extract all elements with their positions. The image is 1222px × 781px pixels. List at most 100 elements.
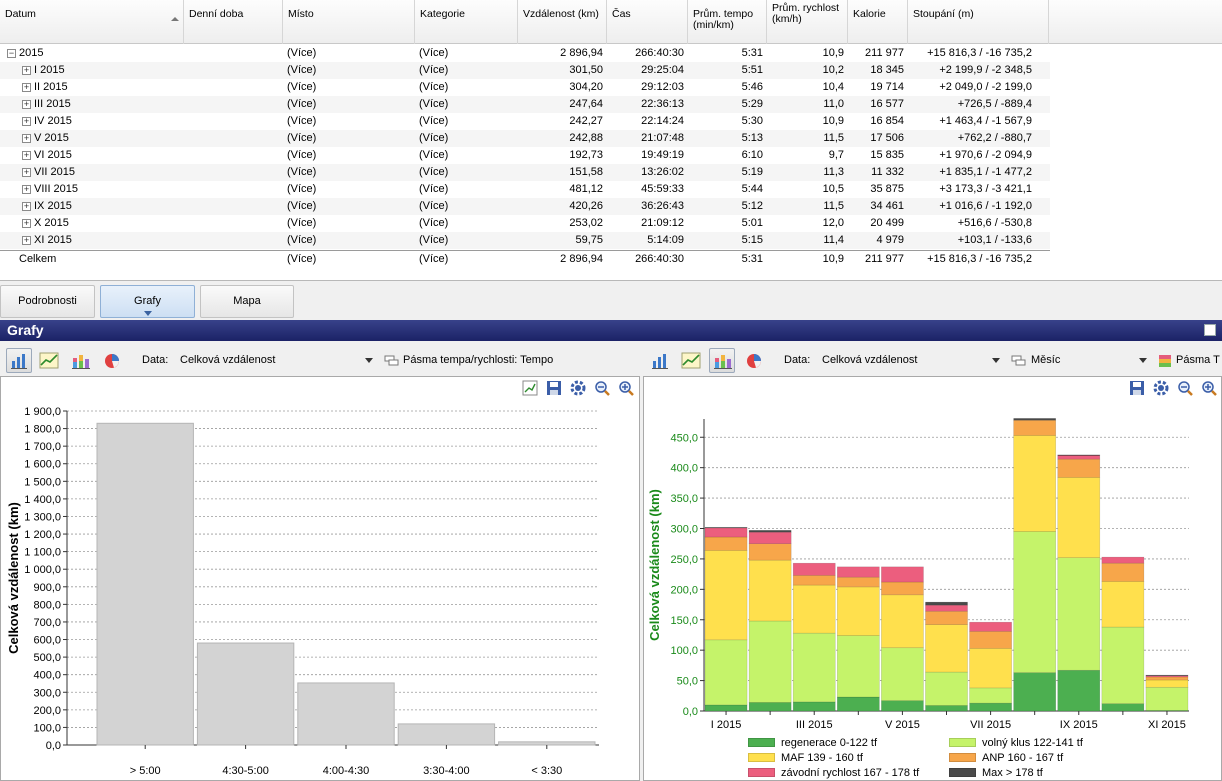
col-header-misto[interactable]: Místo [283,0,415,44]
zones-select[interactable]: Pásma tempa/rychlosti: Tempo [403,354,554,366]
data-label: Data: [142,354,169,366]
period-select[interactable]: Měsíc [1031,354,1061,366]
x-tick-label: VII 2015 [970,719,1011,731]
line-chart-button[interactable] [36,348,62,373]
stacked-bar-segment [1057,557,1101,671]
cell-kalorie: 35 875 [870,183,904,195]
y-tick-label: 150,0 [670,615,698,627]
save-icon[interactable] [545,379,563,397]
save-icon[interactable] [1128,379,1146,397]
cell-cas: 22:36:13 [641,98,684,110]
cell-kalorie: 11 332 [871,166,904,178]
col-header-stoupani[interactable]: Stoupání (m) [908,0,1049,44]
table-row[interactable]: + VIII 2015 (Více) (Více) 481,12 45:59:33 5:44… [0,181,1050,198]
tab-map[interactable]: Mapa [200,285,294,318]
table-row[interactable]: + V 2015 (Více) (Více) 242,88 21:07:48 5:13 11,… [0,130,1050,147]
pie-chart-button[interactable] [741,348,767,373]
expand-icon[interactable]: + [22,167,31,177]
table-row[interactable]: + XI 2015 (Více) (Více) 59,75 5:14:09 5:15 11,4… [0,232,1050,249]
x-tick-label: 4:30-5:00 [222,765,268,777]
stacked-bar-segment [836,566,880,578]
expand-icon[interactable]: + [22,235,31,245]
y-tick-label: 0,0 [46,740,61,752]
zoom-out-icon[interactable] [593,379,611,397]
col-header-denni-doba[interactable]: Denní doba [184,0,283,44]
expand-icon[interactable]: + [22,99,31,109]
zoom-out-icon[interactable] [1176,379,1194,397]
cell-kategorie: (Více) [419,217,449,229]
zones-icon [1159,355,1171,367]
table-row[interactable]: + II 2015 (Více) (Více) 304,20 29:12:03 5:46 10… [0,79,1050,96]
col-header-rychlost[interactable]: Prům. rychlost (km/h) [767,0,848,44]
cell-kalorie: 16 577 [870,98,904,110]
stacked-bar-chart-button[interactable] [67,348,93,373]
stacked-bar-segment [881,647,924,701]
expand-icon[interactable]: + [22,218,31,228]
legend-swatch [748,768,775,777]
col-header-kalorie[interactable]: Kalorie [848,0,908,44]
pace-zones-bar-chart: 0,0 100,0 200,0 300,0 400,0 500,0 600,0 700,0 80… [6,406,599,777]
cell-kategorie: (Více) [419,253,449,265]
stacked-bar-chart-button[interactable] [709,348,735,373]
expand-icon[interactable]: + [22,201,31,211]
col-header-datum[interactable]: Datum [0,0,184,44]
zones-select[interactable]: Pásma T [1176,354,1220,366]
col-header-vzdalenost[interactable]: Vzdálenost (km) [518,0,607,44]
cell-cas: 21:09:12 [641,217,684,229]
bar-chart-button[interactable] [647,348,673,373]
cell-tempo: 5:31 [741,47,763,59]
tab-details[interactable]: Podrobnosti [0,285,95,318]
stacked-bar-segment [704,550,748,641]
x-tick-label: I 2015 [711,719,742,731]
line-chart-button[interactable] [678,348,704,373]
table-row[interactable]: + VII 2015 (Více) (Více) 151,58 13:26:02 5:19 1… [0,164,1050,181]
tab-charts[interactable]: Grafy [100,285,195,318]
chart-options-icon[interactable] [521,379,539,397]
table-total-row[interactable]: Celkem (Více) (Více) 2 896,94 266:40:30 5:31 1… [0,250,1050,267]
expand-icon[interactable]: + [22,82,31,92]
cell-stoupani: +726,5 / -889,4 [957,98,1032,110]
cell-kalorie: 16 854 [870,115,904,127]
settings-icon[interactable] [569,379,587,397]
stacked-bar-segment [704,639,748,706]
x-tick-label: > 5:00 [130,765,161,777]
bar-chart-button[interactable] [6,348,32,373]
expand-icon[interactable]: + [22,116,31,126]
expand-icon[interactable]: + [22,65,31,75]
col-header-tempo[interactable]: Prům. tempo (min/km) [688,0,767,44]
cell-misto: (Více) [287,253,317,265]
table-row[interactable]: + VI 2015 (Více) (Více) 192,73 19:49:19 6:10 9,… [0,147,1050,164]
data-select[interactable]: Celková vzdálenost [180,354,276,366]
chevron-down-icon[interactable] [1139,358,1147,363]
collapse-icon[interactable]: − [7,48,16,58]
chevron-down-icon[interactable] [365,358,373,363]
table-row[interactable]: + IV 2015 (Více) (Více) 242,27 22:14:24 5:30 10… [0,113,1050,130]
col-header-kategorie[interactable]: Kategorie [415,0,518,44]
pie-chart-button[interactable] [99,348,125,373]
cell-kalorie: 20 499 [870,217,904,229]
y-tick-label: 700,0 [33,617,61,629]
table-row[interactable]: + III 2015 (Více) (Více) 247,64 22:36:13 5:29 1… [0,96,1050,113]
table-row[interactable]: + I 2015 (Více) (Více) 301,50 29:25:04 5:51 10,… [0,62,1050,79]
legend-swatch [949,753,976,762]
expand-icon[interactable]: + [22,150,31,160]
zoom-in-icon[interactable] [617,379,635,397]
cell-datum: VIII 2015 [34,183,79,195]
cell-cas: 36:26:43 [641,200,684,212]
maximize-panel-icon[interactable] [1204,324,1216,336]
table-row[interactable]: −2015 (Více) (Více) 2 896,94 266:40:30 5:31 10… [0,45,1050,62]
chevron-down-icon[interactable] [992,358,1000,363]
cell-rychlost: 10,2 [822,64,844,76]
table-row[interactable]: + IX 2015 (Více) (Více) 420,26 36:26:43 5:12 11… [0,198,1050,215]
table-row[interactable]: + X 2015 (Více) (Více) 253,02 21:09:12 5:01 12,… [0,215,1050,232]
settings-icon[interactable] [1152,379,1170,397]
cell-misto: (Více) [287,217,317,229]
expand-icon[interactable]: + [22,133,31,143]
expand-icon[interactable]: + [22,184,31,194]
data-select[interactable]: Celková vzdálenost [822,354,918,366]
col-header-cas[interactable]: Čas [607,0,688,44]
cell-cas: 29:12:03 [641,81,684,93]
zoom-in-icon[interactable] [1200,379,1218,397]
section-title: Grafy [7,322,44,338]
stacked-bar-segment [704,527,748,538]
